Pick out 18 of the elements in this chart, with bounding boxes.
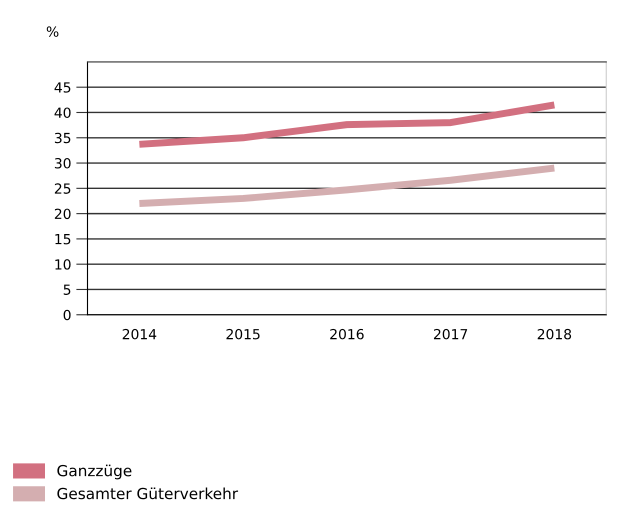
y-tick-label: 0 — [64, 310, 71, 320]
x-tick-label: 2016 — [330, 328, 364, 340]
y-tick-label: 10 — [55, 259, 71, 270]
x-tick-label: 2014 — [122, 328, 156, 340]
y-tick-label: 5 — [64, 284, 70, 295]
x-tick-label: 2017 — [434, 328, 468, 340]
y-tick-label: 35 — [54, 132, 70, 144]
y-tick-label: 30 — [54, 158, 71, 169]
y-tick-label: 45 — [54, 82, 70, 93]
y-tick-label: 20 — [54, 208, 71, 220]
x-tick-label: 2015 — [226, 328, 260, 340]
legend-label: Gesamter Güterverkehr — [57, 487, 238, 500]
x-tick-label: 2018 — [538, 328, 572, 340]
y-tick-label: 15 — [55, 234, 70, 244]
y-tick-label: 25 — [54, 183, 70, 194]
y-axis-title: % — [46, 26, 58, 37]
y-tick-label: 40 — [54, 107, 71, 118]
legend-label: Ganzzüge — [57, 464, 132, 480]
